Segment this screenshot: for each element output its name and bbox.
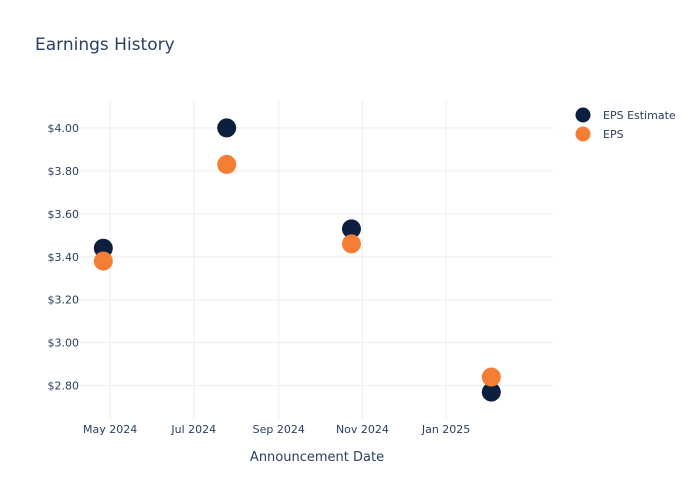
x-tick-label: Nov 2024 <box>336 423 389 436</box>
x-axis-title: Announcement Date <box>250 450 384 465</box>
x-tick-label: Jan 2025 <box>421 423 470 436</box>
y-tick-label: $3.20 <box>48 294 80 307</box>
data-point[interactable] <box>481 367 501 387</box>
data-point[interactable] <box>341 234 361 254</box>
legend-item[interactable]: EPS Estimate <box>575 107 676 123</box>
y-tick-label: $3.60 <box>48 208 80 221</box>
series-eps-estimate <box>93 118 501 402</box>
legend-label: EPS Estimate <box>603 109 676 122</box>
y-tick-label: $3.00 <box>48 337 80 350</box>
x-gridlines <box>109 100 447 420</box>
x-tick-label: May 2024 <box>83 423 137 436</box>
legend-label: EPS <box>603 128 624 141</box>
data-point[interactable] <box>217 154 237 174</box>
data-point[interactable] <box>93 251 113 271</box>
y-tick-labels: $2.80 $3.00 $3.20 $3.40 $3.60 $3.80 $4.00 <box>48 122 80 393</box>
x-tick-label: Jul 2024 <box>170 423 216 436</box>
data-points <box>93 118 501 402</box>
y-tick-label: $3.40 <box>48 251 80 264</box>
y-gridlines <box>80 127 553 387</box>
y-tick-label: $3.80 <box>48 165 80 178</box>
series-eps <box>93 154 501 387</box>
chart-title: Earnings History <box>35 35 175 55</box>
x-tick-labels: May 2024 Jul 2024 Sep 2024 Nov 2024 Jan 2025 <box>83 423 470 436</box>
legend-marker <box>575 107 591 123</box>
y-tick-label: $2.80 <box>48 380 80 393</box>
legend-marker <box>575 126 591 142</box>
legend[interactable]: EPS Estimate EPS <box>575 107 676 142</box>
data-point[interactable] <box>217 118 237 138</box>
y-tick-label: $4.00 <box>48 122 80 135</box>
x-tick-label: Sep 2024 <box>253 423 305 436</box>
data-point[interactable] <box>481 382 501 402</box>
data-point[interactable] <box>341 219 361 239</box>
legend-item[interactable]: EPS <box>575 126 624 142</box>
